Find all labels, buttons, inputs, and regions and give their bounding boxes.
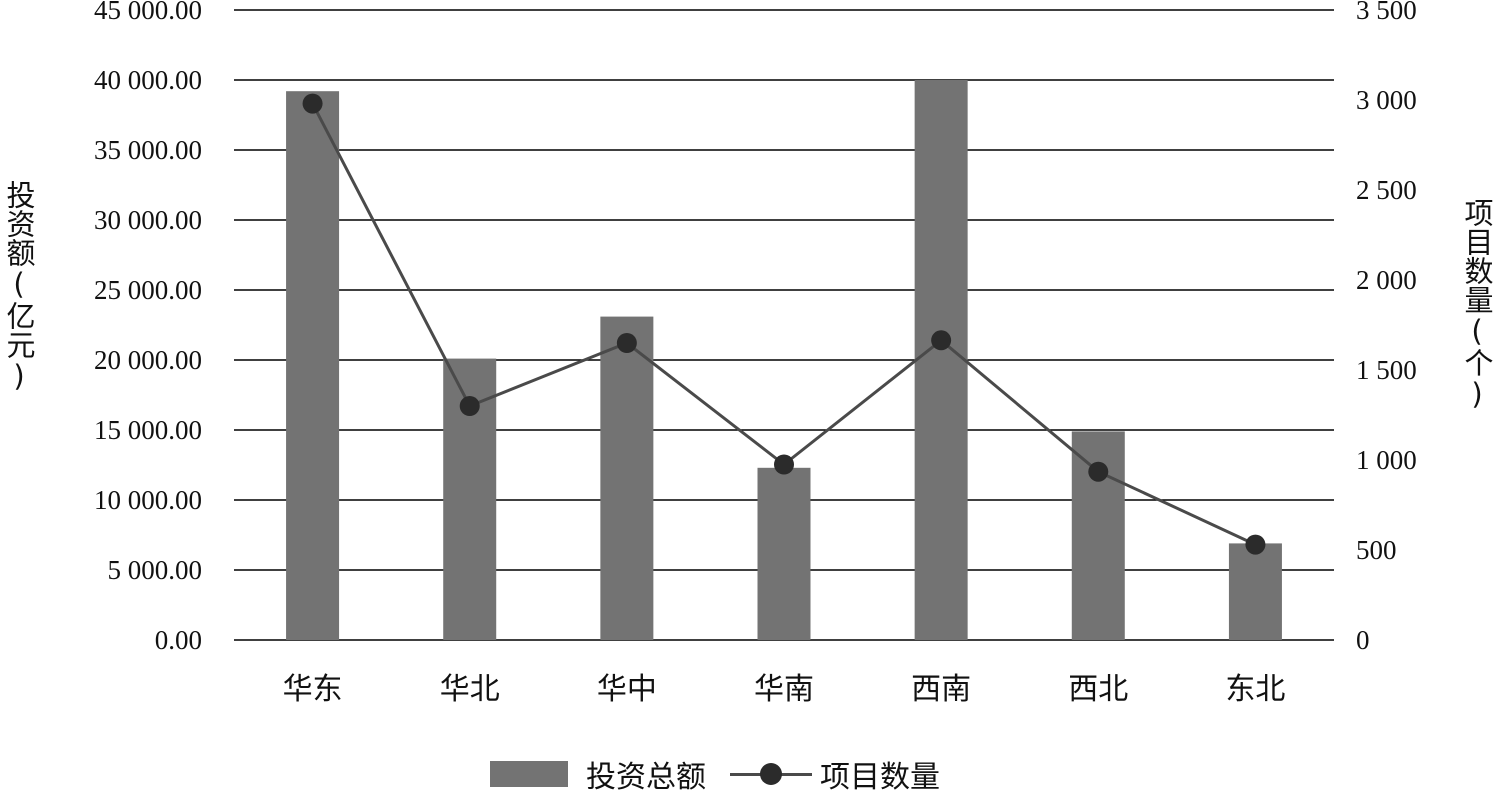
right-tick-label: 2 500 bbox=[1356, 175, 1417, 205]
legend: 投资总额 项目数量 bbox=[490, 752, 964, 796]
bar-东北 bbox=[1228, 543, 1282, 640]
line-point-西南 bbox=[931, 330, 952, 351]
right-tick-label: 1 000 bbox=[1356, 445, 1417, 475]
bar-西南 bbox=[914, 80, 968, 640]
right-axis-title: 项目数量(个) bbox=[1460, 198, 1494, 411]
line-point-东北 bbox=[1245, 534, 1266, 555]
left-tick-label: 40 000.00 bbox=[94, 65, 202, 95]
category-label: 西北 bbox=[1068, 672, 1128, 707]
bar-华南 bbox=[757, 467, 811, 640]
legend-item-line: 项目数量 bbox=[730, 752, 940, 796]
left-tick-label: 5 000.00 bbox=[108, 555, 203, 585]
right-tick-label: 3 500 bbox=[1356, 0, 1417, 25]
line-point-华东 bbox=[302, 93, 323, 114]
legend-line-swatch bbox=[730, 761, 812, 787]
category-axis-labels: 华东 华北 华中 华南 西南 西北 东北 bbox=[283, 672, 1286, 707]
line-point-华北 bbox=[459, 396, 480, 416]
legend-line-label: 项目数量 bbox=[820, 760, 940, 795]
legend-item-bar: 投资总额 bbox=[490, 752, 706, 796]
right-tick-label: 500 bbox=[1356, 535, 1397, 565]
legend-bar-swatch bbox=[490, 761, 568, 787]
combo-chart: 0.00 5 000.00 10 000.00 15 000.00 20 000.00 2… bbox=[94, 0, 1417, 707]
left-tick-label: 45 000.00 bbox=[94, 0, 202, 25]
right-tick-label: 2 000 bbox=[1356, 265, 1417, 295]
left-tick-label: 20 000.00 bbox=[94, 345, 202, 375]
bar-华中 bbox=[600, 316, 654, 640]
right-tick-label: 0 bbox=[1356, 625, 1370, 655]
line-point-西北 bbox=[1088, 461, 1109, 482]
right-tick-label: 3 000 bbox=[1356, 85, 1417, 115]
left-axis-title: 投资额(亿元) bbox=[2, 180, 36, 393]
left-tick-label: 25 000.00 bbox=[94, 275, 202, 305]
category-label: 西南 bbox=[911, 672, 971, 707]
category-label: 华东 bbox=[283, 672, 343, 707]
left-tick-label: 10 000.00 bbox=[94, 485, 202, 515]
gridlines bbox=[234, 9, 1334, 641]
category-label: 东北 bbox=[1225, 672, 1285, 707]
left-tick-label: 30 000.00 bbox=[94, 205, 202, 235]
category-label: 华中 bbox=[597, 672, 657, 707]
bar-series bbox=[286, 80, 1282, 640]
line-point-华南 bbox=[774, 454, 794, 475]
right-axis-ticks: 0 500 1 000 1 500 2 000 2 500 3 000 3 500 bbox=[1356, 0, 1417, 655]
left-axis-ticks: 0.00 5 000.00 10 000.00 15 000.00 20 000.00 2… bbox=[94, 0, 202, 655]
line-series bbox=[302, 93, 1266, 555]
right-tick-label: 1 500 bbox=[1356, 355, 1417, 385]
category-label: 华南 bbox=[754, 672, 814, 707]
left-tick-label: 0.00 bbox=[155, 625, 202, 655]
legend-bar-label: 投资总额 bbox=[586, 760, 706, 795]
left-tick-label: 35 000.00 bbox=[94, 135, 202, 165]
left-tick-label: 15 000.00 bbox=[94, 415, 202, 445]
bar-华东 bbox=[286, 91, 340, 640]
line-point-华中 bbox=[616, 333, 637, 353]
category-label: 华北 bbox=[440, 672, 500, 707]
